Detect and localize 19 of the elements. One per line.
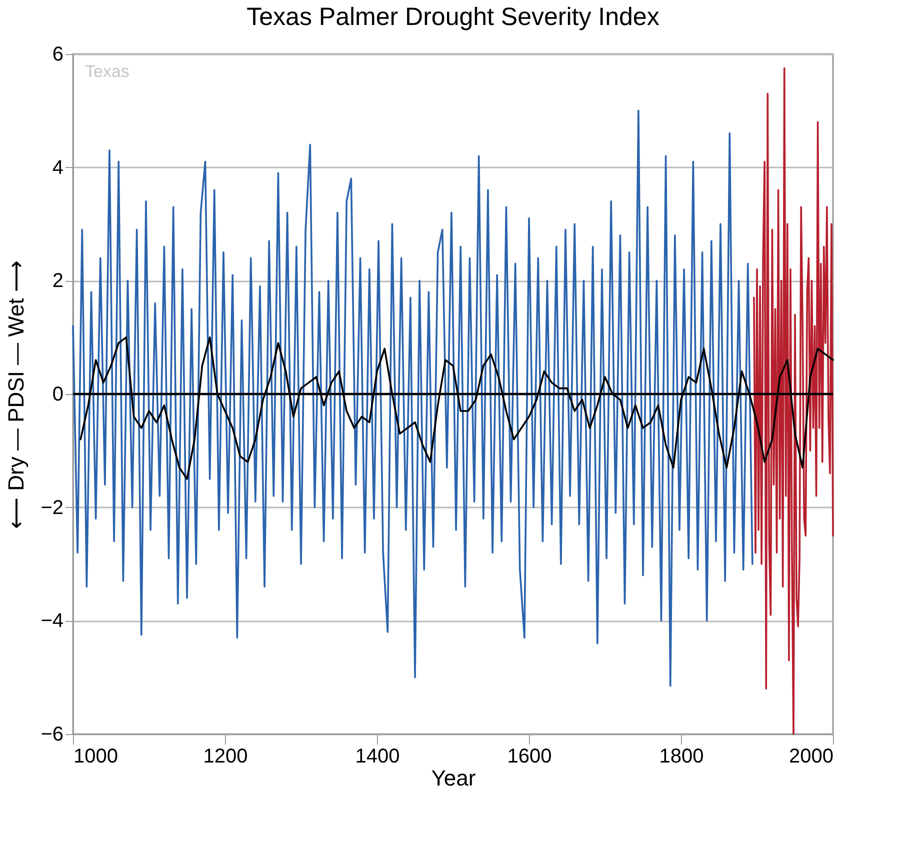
annotation: Texas — [85, 62, 130, 81]
x-tick-label: 1200 — [203, 746, 248, 768]
y-tick-label: 2 — [52, 270, 64, 292]
y-tick-label: 0 — [52, 384, 64, 406]
x-tick-label: 2000 — [789, 746, 834, 768]
y-tick-label: 6 — [52, 44, 64, 66]
line-series — [72, 110, 754, 687]
y-tick-label: −4 — [40, 610, 64, 632]
y-tick-label: −6 — [40, 724, 64, 746]
x-axis-title: Year — [431, 766, 476, 790]
x-tick-label: 1600 — [507, 746, 552, 768]
x-tick-label: 1800 — [659, 746, 704, 768]
y-tick-label: 4 — [52, 156, 64, 179]
x-tick-label: 1400 — [355, 746, 400, 768]
line-series — [753, 67, 834, 735]
x-tick-label: 1000 — [74, 746, 118, 768]
y-axis-title: ⟵ Dry — PDSI — Wet ⟶ — [4, 260, 29, 529]
y-tick-label: −2 — [40, 496, 64, 519]
chart-title: Texas Palmer Drought Severity Index — [246, 3, 660, 31]
